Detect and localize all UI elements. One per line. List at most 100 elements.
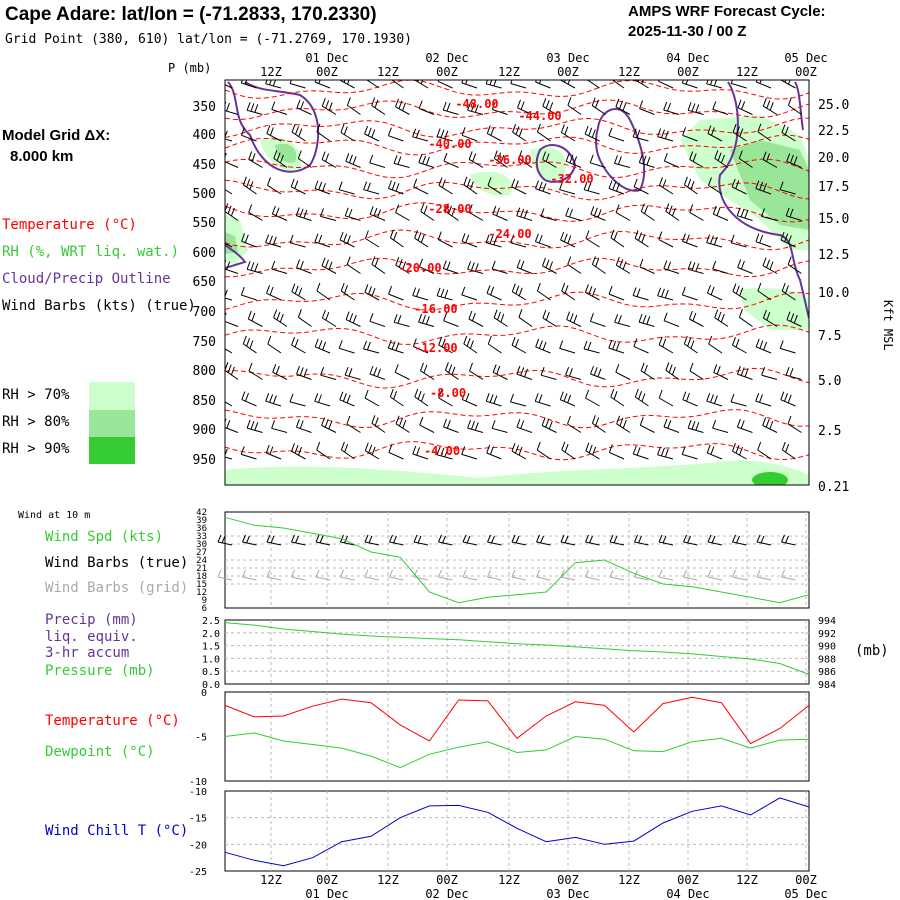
top-hour-label: 12Z: [498, 65, 520, 79]
wind-barb: [757, 441, 772, 460]
wind-barb: [634, 388, 649, 407]
wind-barb: [786, 153, 802, 168]
wind-barb: [565, 207, 582, 221]
wind-barb: [240, 286, 257, 301]
wind-barb: [736, 418, 753, 433]
wind-barb: [266, 125, 282, 142]
wind-barb-10m: [462, 534, 478, 546]
wind-chill-label: Wind Chill T (°C): [45, 823, 189, 839]
forecast-cycle-label: AMPS WRF Forecast Cycle:: [628, 3, 826, 20]
isotherm-line: [225, 134, 809, 156]
height-tick-label: 0.21: [818, 480, 849, 495]
pressure-tick-label: 986: [818, 667, 836, 678]
wind-barb: [541, 417, 557, 433]
wind-barb: [339, 391, 355, 407]
wind-barb: [762, 257, 778, 274]
bottom-date-label: 02 Dec: [425, 887, 468, 900]
wind-barb-grid: [217, 569, 233, 581]
wind-barb: [246, 102, 263, 115]
wind-barb: [731, 178, 747, 195]
wind-barb-10m: [707, 534, 723, 546]
wind-barb: [316, 123, 331, 142]
wind-barb: [436, 287, 453, 301]
wind-barb: [321, 417, 337, 433]
wind-barb: [560, 231, 576, 248]
wind-barb: [468, 151, 484, 168]
wind-barb: [388, 180, 404, 195]
wind-barb: [486, 444, 502, 460]
wind-barb: [762, 417, 778, 433]
top-hour-label: 12Z: [736, 65, 758, 79]
wind-barb: [540, 208, 557, 221]
wind-barb: [732, 337, 747, 354]
wind-tick-label: 15: [196, 580, 207, 590]
wind-barb-10m: [266, 534, 282, 546]
temp-tick-label: -5: [195, 733, 207, 744]
wind-barb: [732, 443, 747, 460]
page-title: Cape Adare: lat/lon = (-71.2833, 170.233…: [5, 4, 377, 25]
pressure-tick-label: 992: [818, 629, 836, 640]
wind-barb: [241, 233, 257, 248]
wind-barb: [608, 339, 625, 354]
wind-barb: [633, 338, 649, 354]
forecast-cycle-value: 2025-11-30 / 00 Z: [628, 23, 747, 40]
temp-tick-label: 0: [201, 688, 207, 699]
wind-barb: [486, 285, 502, 301]
top-hour-label: 00Z: [436, 65, 458, 79]
wind-barb: [461, 446, 478, 460]
pressure-tick-label: 350: [193, 100, 216, 115]
top-hour-label: 12Z: [260, 65, 282, 79]
wind-barb: [371, 97, 386, 115]
wind-barb: [321, 309, 337, 327]
wind-barb: [241, 391, 257, 407]
wind-barb: [225, 312, 239, 327]
wind-barb: [542, 151, 557, 168]
wind-barb-10m: [756, 534, 772, 546]
wind-barb: [468, 310, 484, 327]
wind-barb: [663, 418, 680, 433]
temp-ticks: 0 -5 -10: [189, 688, 207, 788]
wind-barb: [242, 176, 257, 195]
wind-barb: [785, 207, 802, 221]
top-date-label: 05 Dec: [784, 51, 827, 65]
wind-barb: [542, 257, 557, 274]
isotherm-line: [225, 291, 809, 311]
wind-barb: [443, 312, 459, 327]
wind-barb: [518, 150, 533, 168]
pressure-label: Pressure (mb): [45, 663, 155, 679]
wind-barb: [730, 393, 747, 407]
wind-barb: [412, 287, 429, 301]
wind-barb: [491, 420, 508, 433]
wind-barb-grid: [781, 569, 796, 581]
wind-barb: [437, 231, 453, 248]
wind-barb: [516, 419, 533, 433]
wind-barb: [321, 151, 337, 168]
wind-barb: [345, 153, 361, 168]
wind-barb: [567, 256, 582, 274]
bottom-hour-label: 12Z: [618, 873, 640, 887]
wind-barb: [393, 155, 410, 168]
bottom-hour-label: 12Z: [498, 873, 520, 887]
wind-barb: [395, 204, 410, 221]
wind-barb: [369, 206, 386, 221]
wind-tick-label: 6: [202, 604, 207, 614]
wind-barb: [586, 80, 600, 89]
wind-barb: [461, 80, 478, 89]
isotherm-labels: -48.00 -44.00 -40.00 -36.00 -32.00 -28.00 -24.…: [398, 97, 593, 458]
wind-barb: [584, 284, 600, 301]
precip-accum-label: 3-hr accum: [45, 645, 130, 661]
model-grid-value: 8.000 km: [10, 148, 74, 165]
isotherm-label: -40.00: [428, 137, 471, 151]
wind-barb: [683, 335, 698, 354]
wind-barb: [345, 311, 361, 327]
sounding-frame: [224, 79, 810, 486]
wind-barb-grid: [340, 569, 355, 581]
wind-barb: [364, 284, 380, 301]
isotherm-line: [225, 158, 809, 179]
wind-barb-10m: [438, 534, 453, 546]
wind-barb: [485, 234, 502, 248]
wind-barb: [682, 127, 698, 142]
wind-barb: [461, 127, 478, 142]
precip-label: Precip (mm): [45, 612, 138, 628]
wind-barb: [363, 181, 380, 195]
